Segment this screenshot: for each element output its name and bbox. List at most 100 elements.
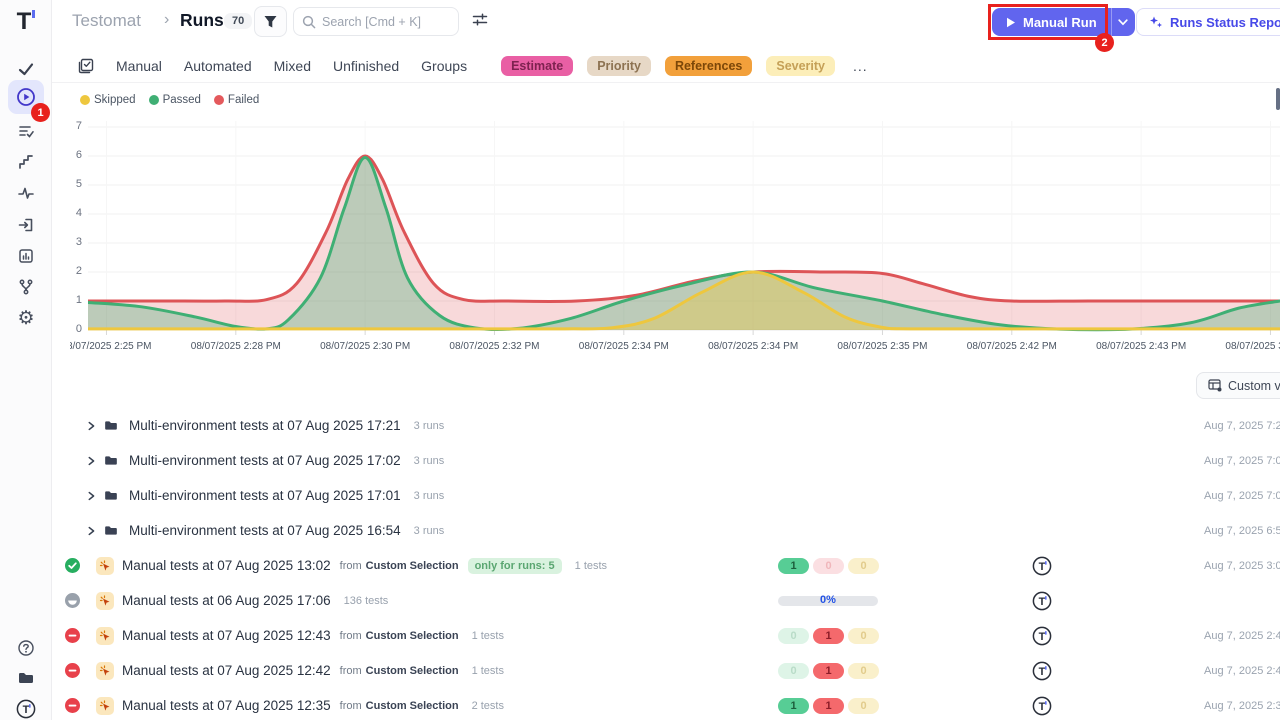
run-title[interactable]: Manual tests at 07 Aug 2025 12:42 — [122, 663, 331, 678]
folder-title[interactable]: Multi-environment tests at 07 Aug 2025 1… — [129, 418, 401, 433]
pulse-icon[interactable] — [8, 178, 44, 208]
tab-automated[interactable]: Automated — [183, 58, 252, 74]
y-axis-label: 6 — [75, 149, 82, 161]
runs-list: Multi-environment tests at 07 Aug 2025 1… — [52, 408, 1280, 720]
y-axis-label: 4 — [75, 207, 82, 219]
only-for-runs-pill: only for runs: 5 — [467, 557, 562, 574]
failed-dot — [213, 95, 224, 105]
testomat-run-icon[interactable]: T — [1032, 591, 1052, 611]
run-folder-row[interactable]: Multi-environment tests at 07 Aug 2025 1… — [52, 513, 1280, 548]
manual-run-type-icon — [96, 626, 114, 645]
x-axis-label: 08/07/2025 3:02 PM — [1225, 341, 1280, 352]
test-plans-icon[interactable] — [8, 116, 44, 146]
run-folder-row[interactable]: Multi-environment tests at 07 Aug 2025 1… — [52, 443, 1280, 478]
tab-groups[interactable]: Groups — [421, 58, 468, 74]
run-row[interactable]: Manual tests at 06 Aug 2025 17:06 136 te… — [52, 583, 1280, 618]
tab-unfinished[interactable]: Unfinished — [333, 58, 400, 74]
run-row[interactable]: Manual tests at 07 Aug 2025 12:35 from C… — [52, 688, 1280, 720]
tests-check-icon[interactable] — [8, 54, 44, 84]
filter-badge-references[interactable]: References — [664, 56, 753, 76]
run-folder-row[interactable]: Multi-environment tests at 07 Aug 2025 1… — [52, 478, 1280, 513]
run-tests-count: 1 tests — [471, 629, 504, 642]
passed-count-pill: 0 — [778, 627, 809, 644]
analytics-icon[interactable] — [8, 241, 44, 271]
skipped-count-pill: 0 — [848, 557, 879, 574]
progress-bar: 0% — [778, 594, 878, 606]
run-tests-count: 1 tests — [471, 664, 504, 677]
breadcrumb-root[interactable]: Testomat — [72, 11, 141, 30]
custom-view-label: Custom view — [1228, 378, 1280, 393]
run-from-label: from — [339, 699, 362, 712]
branches-icon[interactable] — [8, 272, 44, 302]
display-settings-icon[interactable] — [472, 12, 488, 32]
passed-count-pill: 1 — [778, 557, 809, 574]
x-axis-label: 08/07/2025 2:42 PM — [966, 341, 1057, 352]
run-row[interactable]: Manual tests at 07 Aug 2025 13:02 from C… — [52, 548, 1280, 583]
x-axis-label: 08/07/2025 2:35 PM — [837, 341, 928, 352]
manual-run-label: Manual Run — [1023, 14, 1097, 30]
run-title[interactable]: Manual tests at 07 Aug 2025 12:43 — [122, 628, 331, 643]
y-axis-label: 2 — [75, 265, 82, 277]
x-axis-label: 08/07/2025 2:25 PM — [70, 341, 152, 352]
docs-folder-icon[interactable] — [8, 663, 44, 693]
runs-status-report-button[interactable]: Runs Status Report — [1136, 8, 1280, 36]
run-date: Aug 7, 2025 7:02 PM — [1204, 454, 1280, 467]
scrollbar-thumb[interactable] — [1276, 88, 1280, 110]
testomat-run-icon[interactable]: T — [1032, 696, 1052, 716]
runs-count-badge: 70 — [224, 13, 253, 29]
manual-run-type-icon — [96, 696, 114, 715]
run-row[interactable]: Manual tests at 07 Aug 2025 12:42 from C… — [52, 653, 1280, 688]
testomat-run-icon[interactable]: T — [1032, 626, 1052, 646]
chevron-right-icon[interactable] — [85, 525, 99, 537]
testomat-run-icon[interactable]: T — [1032, 556, 1052, 576]
manual-run-dropdown[interactable] — [1110, 8, 1135, 36]
status-passed-icon — [65, 558, 80, 573]
run-source: Custom Selection — [365, 699, 459, 712]
search-box[interactable] — [293, 7, 459, 36]
topbar: Testomat › Runs 70 Manual Run — [52, 0, 1280, 52]
filter-button[interactable] — [254, 6, 287, 37]
run-title[interactable]: Manual tests at 07 Aug 2025 12:35 — [122, 698, 331, 713]
run-folder-row[interactable]: Multi-environment tests at 07 Aug 2025 1… — [52, 408, 1280, 443]
svg-text:T: T — [1039, 701, 1046, 713]
search-input[interactable] — [322, 14, 442, 29]
run-date: Aug 7, 2025 7:21 PM — [1204, 419, 1280, 432]
tab-mixed[interactable]: Mixed — [273, 58, 311, 74]
testomat-logo[interactable]: T — [0, 8, 52, 36]
run-title[interactable]: Manual tests at 06 Aug 2025 17:06 — [122, 593, 331, 608]
annotation-step-1: 1 — [31, 103, 50, 122]
run-row[interactable]: Manual tests at 07 Aug 2025 12:43 from C… — [52, 618, 1280, 653]
page-title: Runs — [180, 10, 224, 30]
manual-run-type-icon — [96, 661, 114, 680]
svg-text:T: T — [1039, 596, 1046, 608]
x-axis-label: 08/07/2025 2:43 PM — [1096, 341, 1187, 352]
play-icon — [1007, 17, 1015, 27]
manual-run-button[interactable]: Manual Run — [992, 8, 1111, 36]
testomat-run-icon[interactable]: T — [1032, 661, 1052, 681]
folder-title[interactable]: Multi-environment tests at 07 Aug 2025 1… — [129, 488, 401, 503]
custom-view-button[interactable]: Custom view — [1196, 372, 1280, 399]
select-all-icon[interactable] — [78, 58, 94, 74]
filter-badge-priority[interactable]: Priority — [587, 56, 651, 76]
run-title[interactable]: Manual tests at 07 Aug 2025 13:02 — [122, 558, 331, 573]
filter-badge-severity[interactable]: Severity — [766, 56, 836, 76]
filter-badge-estimate[interactable]: Estimate — [501, 56, 574, 76]
svg-text:T: T — [1039, 631, 1046, 643]
folder-icon — [103, 453, 119, 468]
settings-gear-icon[interactable]: ⚙ — [17, 307, 35, 329]
chevron-right-icon[interactable] — [85, 420, 99, 432]
folder-title[interactable]: Multi-environment tests at 07 Aug 2025 1… — [129, 523, 401, 538]
steps-icon[interactable] — [8, 147, 44, 177]
profile-logo-icon[interactable]: T — [8, 694, 44, 720]
chevron-right-icon[interactable] — [85, 455, 99, 467]
folder-run-count: 3 runs — [413, 419, 445, 432]
chevron-right-icon[interactable] — [85, 490, 99, 502]
folder-title[interactable]: Multi-environment tests at 07 Aug 2025 1… — [129, 453, 401, 468]
help-icon[interactable] — [8, 633, 44, 663]
more-filters-button[interactable]: ... — [853, 58, 868, 74]
runs-chart-svg — [88, 121, 1280, 335]
x-axis-label: 08/07/2025 2:30 PM — [320, 341, 411, 352]
tab-manual[interactable]: Manual — [116, 58, 162, 74]
runs-status-report-label: Runs Status Report — [1170, 14, 1280, 30]
import-icon[interactable] — [8, 210, 44, 240]
